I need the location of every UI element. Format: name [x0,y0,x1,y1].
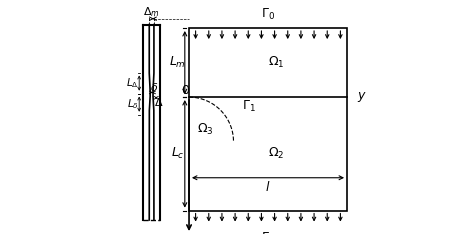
Text: $L_m$: $L_m$ [169,55,186,70]
Text: $\delta$: $\delta$ [150,80,159,93]
Text: $\Omega_2$: $\Omega_2$ [268,146,284,161]
Text: $L_c$: $L_c$ [171,146,185,161]
Text: $\Omega_3$: $\Omega_3$ [197,122,214,137]
Text: $L_\delta$: $L_\delta$ [127,97,138,111]
Text: $\Delta_m$: $\Delta_m$ [143,5,160,18]
Text: $0$: $0$ [181,84,190,97]
Text: $L_\Delta$: $L_\Delta$ [126,76,139,90]
Text: $\Delta$: $\Delta$ [154,96,163,109]
Bar [189,28,347,211]
Text: $\Gamma_1$: $\Gamma_1$ [242,99,256,114]
Text: $x$: $x$ [190,231,200,234]
Text: $\Gamma_2$: $\Gamma_2$ [261,231,275,234]
Text: $l$: $l$ [265,180,271,194]
Text: $\Omega_1$: $\Omega_1$ [268,55,284,70]
Text: $y$: $y$ [357,90,367,104]
Text: $\Gamma_0$: $\Gamma_0$ [261,7,275,22]
